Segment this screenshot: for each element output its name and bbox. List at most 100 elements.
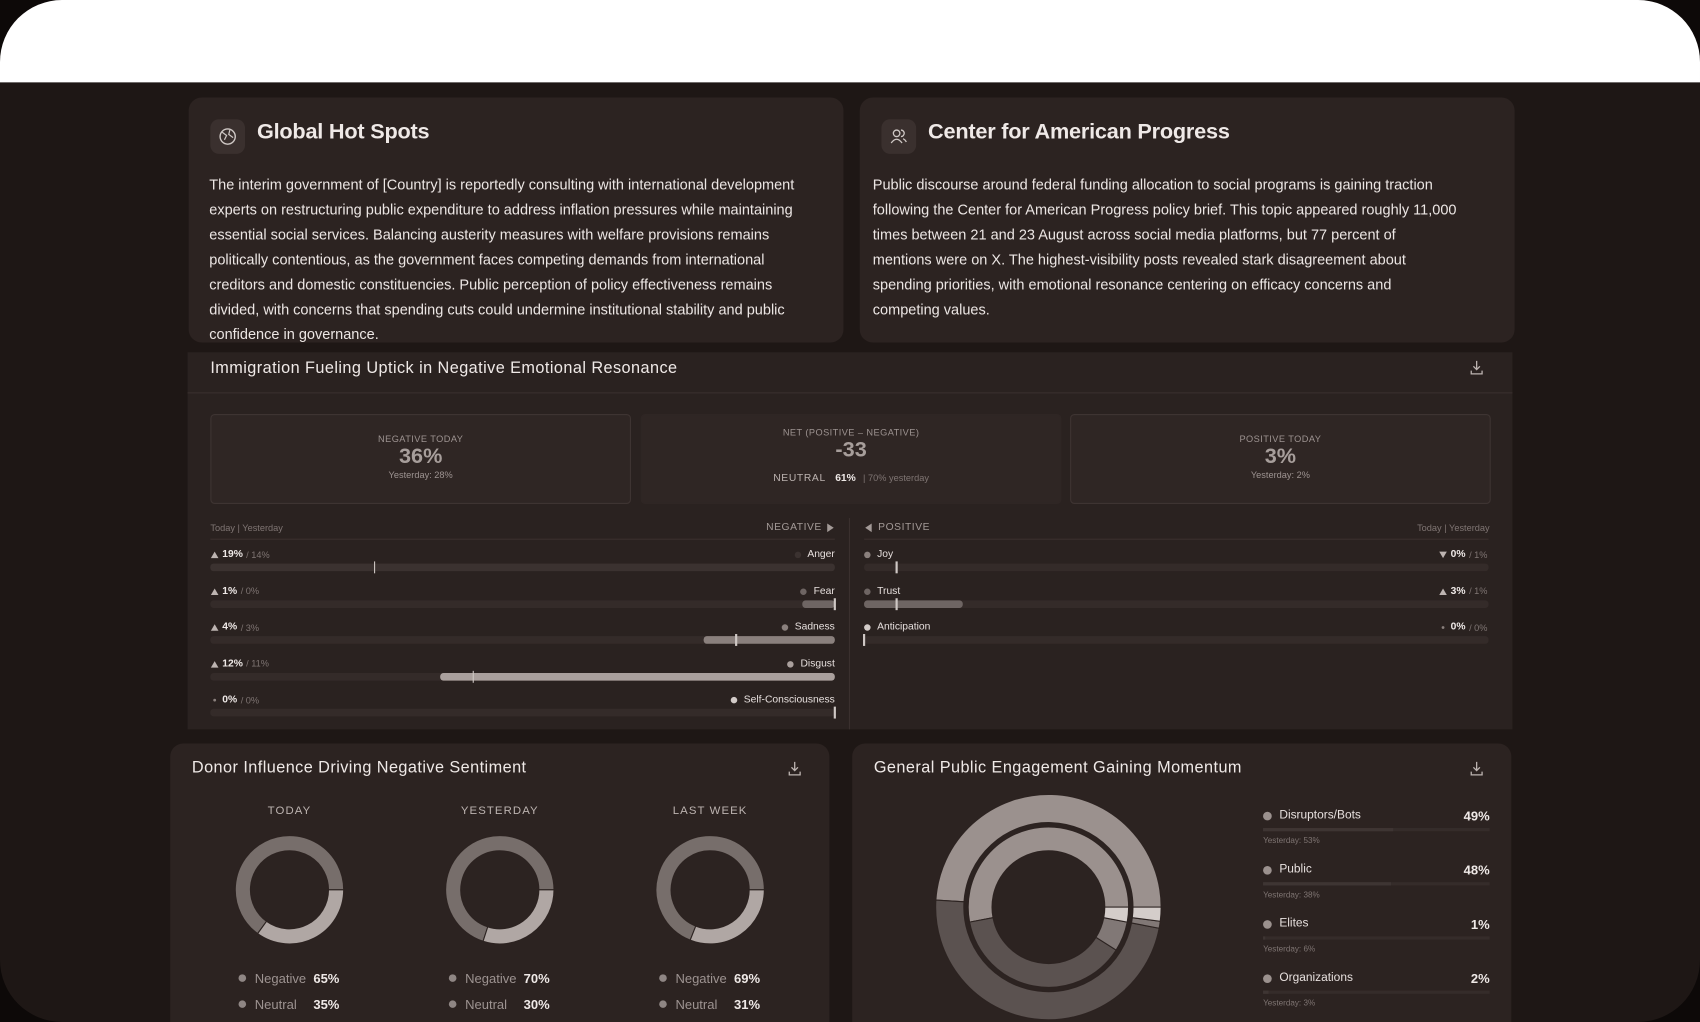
trend-icon <box>210 624 219 631</box>
column-header: Today | Yesterday <box>1417 522 1490 534</box>
donut-segment <box>256 889 345 945</box>
yesterday-text: Yesterday: 53% <box>1263 835 1320 846</box>
arrow-right <box>827 523 834 533</box>
trend-up <box>210 624 219 631</box>
emotion-name: Joy <box>877 548 894 561</box>
bar-fill <box>801 599 835 608</box>
legend-dot <box>1263 920 1272 929</box>
trend-icon <box>210 660 219 668</box>
yesterday-marker <box>472 670 474 683</box>
trend-down <box>1439 551 1447 559</box>
bar-fill <box>1263 882 1391 886</box>
legend-value: 70% <box>523 971 550 987</box>
emotion-name: Sadness <box>794 621 835 634</box>
emotion-name: Anger <box>807 548 835 561</box>
bar-fill <box>1263 828 1394 832</box>
legend-name: Public <box>1279 862 1312 876</box>
trend-icon <box>213 699 217 702</box>
panel-title: Donor Influence Driving Negative Sentime… <box>191 758 527 778</box>
donor-card <box>170 743 830 1022</box>
legend-name: Negative <box>465 971 517 987</box>
bar-track <box>210 599 835 608</box>
stat-value: -33 <box>835 437 867 462</box>
bar-fill <box>210 563 835 572</box>
legend-name: Organizations <box>1279 971 1353 985</box>
trend-flat <box>1441 626 1445 630</box>
trend-flat <box>213 699 217 702</box>
trend-icon <box>1441 626 1445 630</box>
bar-fill <box>864 599 963 608</box>
card-body: The interim government of [Country] is r… <box>209 176 795 343</box>
divider <box>864 538 1489 540</box>
legend-value: 1% <box>1470 916 1490 933</box>
legend-value: 2% <box>1470 971 1490 987</box>
stat-value: 36% <box>398 444 443 469</box>
trend-icon <box>210 551 219 559</box>
legend-value: 69% <box>733 971 761 987</box>
yesterday-marker <box>373 561 376 574</box>
legend-value: 65% <box>313 971 340 987</box>
stat-label: POSITIVE TODAY <box>1239 433 1322 445</box>
globe-svg <box>219 128 236 145</box>
people-svg <box>890 129 907 144</box>
legend-name: Neutral <box>254 997 297 1013</box>
stat-box: NET (POSITIVE – NEGATIVE) -33 NEUTRAL 61… <box>640 414 1062 504</box>
yesterday-value: / 3% <box>240 621 260 633</box>
neutral-label: NEUTRAL <box>773 472 826 485</box>
period-label: YESTERDAY <box>460 804 539 818</box>
trend-up <box>210 660 219 668</box>
donut-segment <box>445 835 555 943</box>
bar-track <box>864 599 1489 608</box>
emotion-dot <box>794 551 802 559</box>
today-value: 4% <box>222 621 238 634</box>
today-value: 12% <box>222 657 243 670</box>
bar-fill <box>1263 990 1269 994</box>
emotion-dot <box>864 551 871 559</box>
stat-label: NEGATIVE TODAY <box>378 433 464 445</box>
divider <box>210 538 835 540</box>
divider <box>187 392 1513 394</box>
legend-dot <box>1263 974 1272 983</box>
trend-up <box>1439 588 1447 595</box>
download-icon[interactable] <box>787 761 802 776</box>
download-icon[interactable] <box>1469 360 1484 375</box>
yesterday-text: Yesterday: 6% <box>1263 943 1316 954</box>
legend-value: 30% <box>523 997 550 1013</box>
stat-box: POSITIVE TODAY 3% Yesterday: 2% <box>1070 414 1491 504</box>
yesterday-text: Yesterday: 3% <box>1263 998 1316 1008</box>
emotion-dot <box>781 624 789 631</box>
neutral-value: 61% <box>835 472 856 485</box>
donut-segment <box>1131 906 1162 922</box>
stat-label: NET (POSITIVE – NEGATIVE) <box>782 427 920 438</box>
bar-fill <box>703 636 835 644</box>
bar-track <box>1263 990 1490 994</box>
trend-icon <box>1439 588 1447 595</box>
legend-dot <box>238 974 247 982</box>
card-title: Global Hot Spots <box>256 120 430 145</box>
yesterday-value: / 11% <box>246 658 269 670</box>
column-header: NEGATIVE <box>766 521 822 534</box>
today-value: 19% <box>222 548 243 561</box>
cap-card <box>859 97 1515 343</box>
emotion-name: Fear <box>813 584 835 597</box>
yesterday-value: / 14% <box>246 548 270 560</box>
donut-segment <box>1103 906 1130 923</box>
people-icon <box>881 119 917 154</box>
legend-dot <box>448 974 457 982</box>
nested-donut <box>935 793 1162 1021</box>
bar-fill <box>440 672 835 681</box>
donut-segment <box>935 793 1162 908</box>
stat-box: NEGATIVE TODAY 36% Yesterday: 28% <box>210 414 631 504</box>
legend-name: Negative <box>254 971 307 987</box>
panel-title: Immigration Fueling Uptick in Negative E… <box>210 358 678 378</box>
yesterday-value: / 0% <box>240 585 260 597</box>
today-value: 3% <box>1450 584 1466 597</box>
yesterday-value: / 1% <box>1469 585 1488 597</box>
emotion-name: Self-Consciousness <box>743 694 835 706</box>
yesterday-marker <box>895 597 898 610</box>
download-icon[interactable] <box>1469 761 1484 776</box>
bar-track <box>210 636 835 644</box>
today-value: 0% <box>1450 621 1466 634</box>
globe-icon <box>210 119 246 154</box>
